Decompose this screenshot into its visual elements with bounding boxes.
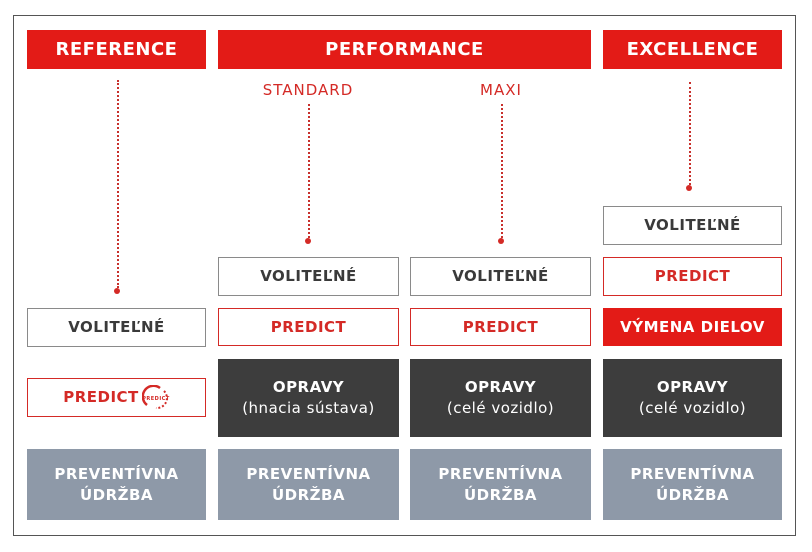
repairs-scope: (hnacia sústava) <box>242 399 375 417</box>
standard-predict: PREDICT <box>218 308 399 346</box>
excellence-parts-exchange: VÝMENA DIELOV <box>603 308 782 346</box>
predict-logo-icon: PREDICT <box>141 384 170 409</box>
repairs-scope: (celé vozidlo) <box>638 399 747 417</box>
reference-predict: PREDICT PREDICT <box>27 378 206 417</box>
header-performance: PERFORMANCE <box>218 30 591 69</box>
connector-dot <box>114 288 120 294</box>
dotted-connector <box>689 82 691 185</box>
svg-text:PREDICT: PREDICT <box>142 396 170 402</box>
maintenance-line2: ÚDRŽBA <box>271 485 346 504</box>
maintenance-line1: PREVENTÍVNA <box>54 464 179 483</box>
maintenance-line2: ÚDRŽBA <box>655 485 730 504</box>
maintenance-line1: PREVENTÍVNA <box>438 464 563 483</box>
maintenance-line1: PREVENTÍVNA <box>630 464 755 483</box>
repairs-title: OPRAVY <box>272 378 345 396</box>
maxi-optional: VOLITEĽNÉ <box>410 257 591 296</box>
repairs-title: OPRAVY <box>464 378 537 396</box>
excellence-optional: VOLITEĽNÉ <box>603 206 782 245</box>
header-reference: REFERENCE <box>27 30 206 69</box>
dotted-connector <box>501 104 503 238</box>
repairs-scope: (celé vozidlo) <box>446 399 555 417</box>
maxi-repairs: OPRAVY (celé vozidlo) <box>410 359 591 437</box>
standard-repairs: OPRAVY (hnacia sústava) <box>218 359 399 437</box>
subtitle-maxi: MAXI <box>480 81 522 99</box>
connector-dot <box>305 238 311 244</box>
standard-maintenance: PREVENTÍVNA ÚDRŽBA <box>218 449 399 520</box>
header-excellence: EXCELLENCE <box>603 30 782 69</box>
maintenance-line1: PREVENTÍVNA <box>246 464 371 483</box>
excellence-repairs: OPRAVY (celé vozidlo) <box>603 359 782 437</box>
excellence-predict: PREDICT <box>603 257 782 296</box>
subtitle-standard: STANDARD <box>262 81 354 99</box>
connector-dot <box>686 185 692 191</box>
connector-dot <box>498 238 504 244</box>
maintenance-line2: ÚDRŽBA <box>79 485 154 504</box>
repairs-title: OPRAVY <box>656 378 729 396</box>
reference-maintenance: PREVENTÍVNA ÚDRŽBA <box>27 449 206 520</box>
standard-optional: VOLITEĽNÉ <box>218 257 399 296</box>
excellence-maintenance: PREVENTÍVNA ÚDRŽBA <box>603 449 782 520</box>
diagram-frame <box>13 15 796 536</box>
maxi-predict: PREDICT <box>410 308 591 346</box>
dotted-connector <box>308 104 310 238</box>
predict-label: PREDICT <box>63 388 139 406</box>
reference-optional: VOLITEĽNÉ <box>27 308 206 347</box>
dotted-connector <box>117 80 119 288</box>
maintenance-line2: ÚDRŽBA <box>463 485 538 504</box>
maxi-maintenance: PREVENTÍVNA ÚDRŽBA <box>410 449 591 520</box>
